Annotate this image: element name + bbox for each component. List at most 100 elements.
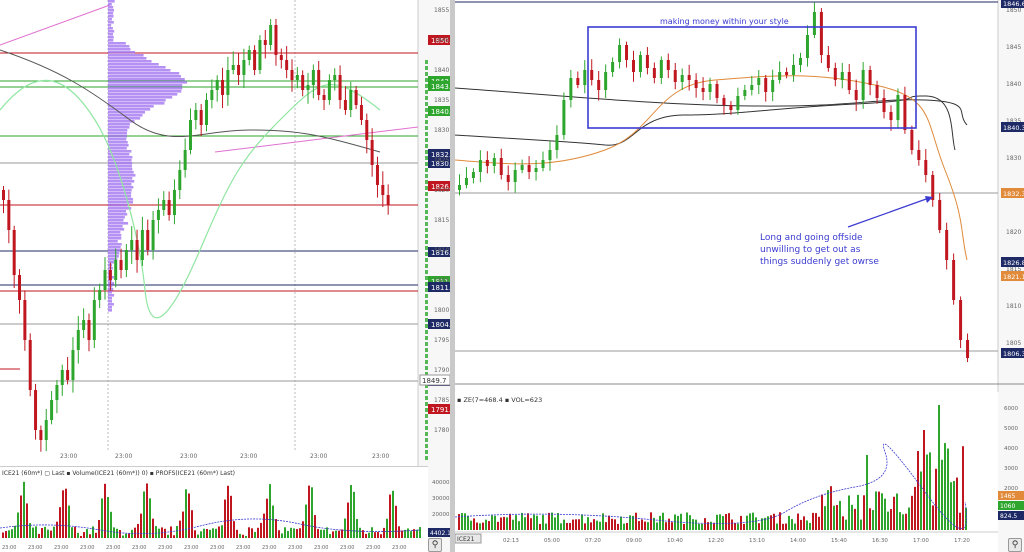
volume-bar bbox=[497, 521, 499, 530]
volume-bar bbox=[824, 506, 826, 530]
volume-bar bbox=[938, 405, 940, 530]
volume-bar bbox=[326, 527, 328, 538]
volume-bar bbox=[860, 519, 862, 530]
volume-profile-bar bbox=[108, 42, 126, 45]
volume-bar bbox=[251, 528, 253, 538]
time-tick-label: 07:20 bbox=[585, 538, 601, 544]
price-candle bbox=[28, 340, 32, 390]
volume-bar bbox=[77, 532, 79, 538]
volume-bar bbox=[236, 529, 238, 538]
volume-bar bbox=[221, 525, 223, 538]
left-volume-pane[interactable]: ICE21 (60m*) ▢ Last ▪ Volume(ICE21 (60m*… bbox=[0, 466, 450, 552]
time-tick-label: 14:00 bbox=[790, 538, 806, 544]
volume-profile-bar bbox=[108, 117, 141, 120]
volume-profile-bar bbox=[108, 201, 133, 204]
price-candle bbox=[583, 70, 587, 85]
volume-profile-bar bbox=[108, 237, 122, 240]
price-candle bbox=[506, 175, 510, 182]
volume-profile-bar bbox=[108, 33, 114, 36]
volume-bar bbox=[875, 491, 877, 530]
right-price-chart[interactable]: making money within your style Long and g… bbox=[455, 0, 1024, 392]
volume-strip bbox=[425, 246, 428, 250]
volume-bar bbox=[704, 518, 706, 530]
volume-axis-label: 20000 bbox=[432, 512, 450, 518]
volume-bar bbox=[911, 495, 913, 530]
volume-bar bbox=[92, 526, 94, 538]
right-volume-pane[interactable]: ▪ ZE(7=468.4 ▪ VOL=623 6000 5000 4000 3000 20… bbox=[455, 392, 1024, 552]
volume-profile-bar bbox=[108, 99, 166, 102]
volume-profile-bar bbox=[108, 126, 130, 129]
zoom-icon[interactable]: ⚲ bbox=[1008, 538, 1022, 552]
volume-bar bbox=[74, 526, 76, 538]
price-candle bbox=[952, 260, 956, 300]
volume-bar bbox=[110, 511, 112, 538]
volume-profile-bar bbox=[108, 111, 146, 114]
price-candle bbox=[513, 170, 517, 182]
axis-tick-label: 1805 bbox=[434, 277, 449, 284]
volume-strip bbox=[425, 450, 428, 454]
volume-profile-bar bbox=[108, 57, 147, 60]
volume-bar bbox=[245, 535, 247, 538]
volume-profile-bar bbox=[108, 78, 185, 81]
volume-bar bbox=[908, 507, 910, 530]
volume-bar bbox=[701, 523, 703, 530]
volume-profile-bar bbox=[108, 0, 115, 3]
volume-strip bbox=[425, 60, 428, 64]
left-price-chart[interactable]: 1850.31843.71843.31840.51832.41830.61826… bbox=[0, 0, 450, 466]
volume-profile-bar bbox=[108, 114, 143, 117]
left-volume-canvas[interactable]: ICE21 (60m*) ▢ Last ▪ Volume(ICE21 (60m*… bbox=[0, 466, 450, 552]
price-candle bbox=[18, 275, 22, 300]
axis-tick-label: 1795 bbox=[434, 337, 449, 344]
volume-bar bbox=[203, 528, 205, 538]
price-candle bbox=[194, 110, 198, 120]
volume-strip bbox=[425, 180, 428, 184]
volume-bar bbox=[542, 514, 544, 530]
symbol-tag bbox=[455, 533, 482, 544]
volume-bar bbox=[659, 515, 661, 530]
left-price-chart-canvas[interactable]: 1850.31843.71843.31840.51832.41830.61826… bbox=[0, 0, 450, 466]
volume-strip bbox=[425, 126, 428, 130]
volume-bar bbox=[224, 499, 226, 538]
price-candle bbox=[55, 385, 59, 400]
time-tick-label: 23:00 bbox=[262, 545, 276, 551]
volume-strip bbox=[425, 198, 428, 202]
volume-bar bbox=[218, 526, 220, 538]
price-candle bbox=[541, 160, 545, 168]
price-candle bbox=[708, 84, 712, 92]
price-candle bbox=[386, 195, 390, 205]
volume-bar bbox=[719, 514, 721, 530]
volume-strip bbox=[425, 270, 428, 274]
price-candle bbox=[931, 175, 935, 200]
volume-bar bbox=[656, 522, 658, 530]
volume-strip bbox=[425, 84, 428, 88]
volume-bar bbox=[578, 519, 580, 530]
volume-strip bbox=[425, 114, 428, 118]
price-candle bbox=[485, 160, 489, 166]
right-volume-canvas[interactable]: ▪ ZE(7=468.4 ▪ VOL=623 6000 5000 4000 3000 20… bbox=[455, 392, 1024, 552]
pane-divider[interactable] bbox=[450, 0, 455, 552]
volume-bar bbox=[899, 512, 901, 530]
volume-strip bbox=[425, 348, 428, 352]
volume-bar bbox=[902, 514, 904, 530]
price-candle bbox=[576, 78, 580, 85]
volume-bar bbox=[176, 525, 178, 538]
volume-bar bbox=[122, 535, 124, 538]
volume-bar bbox=[761, 518, 763, 530]
axis-tick-label: 1810 bbox=[1006, 303, 1021, 310]
price-label-text: 1832.3 bbox=[1003, 190, 1024, 198]
zoom-icon[interactable]: ⚲ bbox=[428, 538, 442, 552]
volume-profile-bar bbox=[108, 54, 144, 57]
volume-profile-bar bbox=[108, 60, 152, 63]
axis-tick-label: 1850 bbox=[1006, 7, 1021, 14]
volume-bar bbox=[461, 513, 463, 530]
volume-bar bbox=[617, 523, 619, 530]
volume-bar bbox=[812, 512, 814, 530]
price-candle bbox=[338, 75, 342, 100]
volume-profile-bar bbox=[108, 18, 112, 21]
right-price-chart-canvas[interactable]: making money within your style Long and g… bbox=[455, 0, 1024, 392]
price-candle bbox=[151, 220, 155, 250]
volume-bar bbox=[530, 518, 532, 530]
volume-profile-bar bbox=[108, 144, 129, 147]
volume-strip bbox=[425, 402, 428, 406]
